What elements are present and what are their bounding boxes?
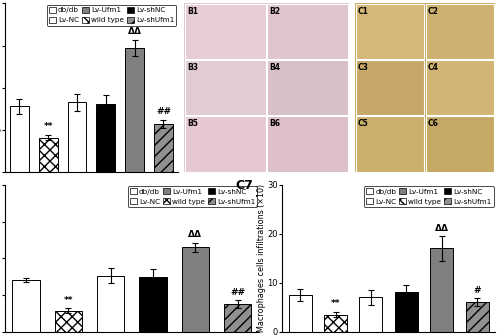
- Y-axis label: Macrophages cells infiltrations (×10): Macrophages cells infiltrations (×10): [256, 184, 266, 332]
- Bar: [185, 4, 266, 59]
- Bar: [395, 292, 418, 332]
- Text: **: **: [64, 296, 73, 305]
- Bar: [268, 4, 348, 59]
- Text: ##: ##: [156, 107, 171, 116]
- Bar: [356, 4, 424, 59]
- Bar: [39, 138, 58, 172]
- Bar: [12, 280, 40, 332]
- Bar: [430, 249, 454, 332]
- Bar: [426, 4, 494, 59]
- Bar: [68, 102, 86, 172]
- Text: B5: B5: [188, 119, 198, 128]
- Bar: [54, 311, 82, 332]
- Text: ##: ##: [230, 288, 245, 297]
- Legend: db/db, Lv-NC, Lv-Ufm1, wild type, Lv-shNC, Lv-shUfm1: db/db, Lv-NC, Lv-Ufm1, wild type, Lv-shN…: [47, 5, 176, 25]
- Legend: db/db, Lv-NC, Lv-Ufm1, wild type, Lv-shNC, Lv-shUfm1: db/db, Lv-NC, Lv-Ufm1, wild type, Lv-shN…: [364, 186, 494, 207]
- Text: ΔΔ: ΔΔ: [188, 230, 202, 239]
- Bar: [154, 124, 173, 172]
- Text: C4: C4: [428, 63, 438, 72]
- Bar: [268, 60, 348, 115]
- Text: C5: C5: [358, 119, 368, 128]
- Text: B3: B3: [188, 63, 198, 72]
- Bar: [125, 48, 144, 172]
- Bar: [426, 117, 494, 172]
- Bar: [10, 106, 29, 172]
- Bar: [288, 295, 312, 332]
- Bar: [96, 104, 115, 172]
- Bar: [185, 60, 266, 115]
- Text: **: **: [331, 299, 340, 309]
- Text: C2: C2: [428, 7, 438, 16]
- Text: B2: B2: [270, 7, 280, 16]
- Bar: [324, 315, 347, 332]
- Bar: [224, 304, 252, 332]
- Bar: [139, 277, 166, 332]
- Bar: [268, 117, 348, 172]
- Text: B4: B4: [270, 63, 280, 72]
- Bar: [182, 247, 209, 332]
- Text: C6: C6: [428, 119, 438, 128]
- Bar: [466, 302, 489, 332]
- Bar: [356, 117, 424, 172]
- Text: C3: C3: [358, 63, 369, 72]
- Text: C7: C7: [236, 179, 254, 192]
- Bar: [185, 117, 266, 172]
- Text: ΔΔ: ΔΔ: [128, 27, 141, 36]
- Text: C1: C1: [358, 7, 369, 16]
- Bar: [360, 297, 382, 332]
- Text: #: #: [474, 286, 481, 295]
- Text: **: **: [44, 122, 53, 131]
- Bar: [97, 276, 124, 332]
- Bar: [426, 60, 494, 115]
- Bar: [356, 60, 424, 115]
- Legend: db/db, Lv-NC, Lv-Ufm1, wild type, Lv-shNC, Lv-shUfm1: db/db, Lv-NC, Lv-Ufm1, wild type, Lv-shN…: [128, 186, 258, 207]
- Text: B6: B6: [270, 119, 280, 128]
- Text: ΔΔ: ΔΔ: [435, 223, 449, 232]
- Text: B1: B1: [188, 7, 198, 16]
